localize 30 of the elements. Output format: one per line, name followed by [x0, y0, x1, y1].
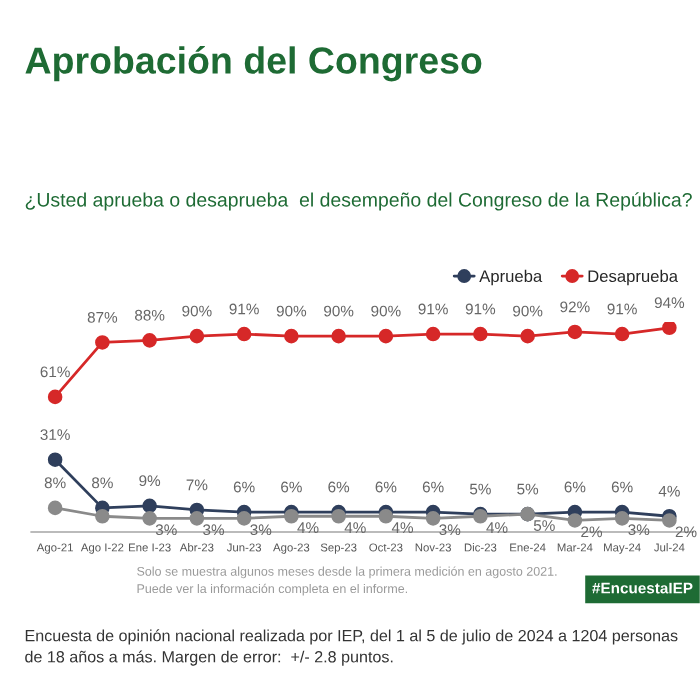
point [662, 322, 677, 336]
legend-label: Desaprueba [588, 269, 679, 286]
legend-label: Aprueba [479, 269, 543, 286]
point [236, 511, 252, 526]
chart-title: Aprobación del Congreso [25, 46, 482, 82]
point [425, 511, 441, 526]
point [142, 333, 157, 348]
point [567, 324, 583, 340]
point [95, 335, 110, 350]
point [331, 328, 346, 344]
point [567, 513, 583, 528]
point [520, 328, 535, 344]
point [614, 511, 630, 526]
point [189, 328, 205, 344]
point [142, 498, 157, 514]
point [47, 452, 63, 467]
text: Encuesta de opinión nacional realizada por IEP, del 1 al 5 de julio de 2024 a 1204 personas de 18 años a más. Margen de error: +/- 2.8 puntos. [25, 629, 678, 666]
point [662, 513, 677, 528]
point [47, 500, 63, 516]
point [614, 326, 630, 342]
chart-subtitle: ¿Usted aprueba o desaprueba el desempeño del Congreso de la República? [25, 192, 692, 211]
point [284, 328, 299, 344]
point [47, 389, 63, 405]
point [189, 511, 205, 526]
point [236, 326, 252, 342]
point [425, 326, 441, 342]
point [142, 511, 157, 526]
point [473, 326, 488, 342]
point [95, 508, 110, 524]
point [378, 328, 394, 344]
